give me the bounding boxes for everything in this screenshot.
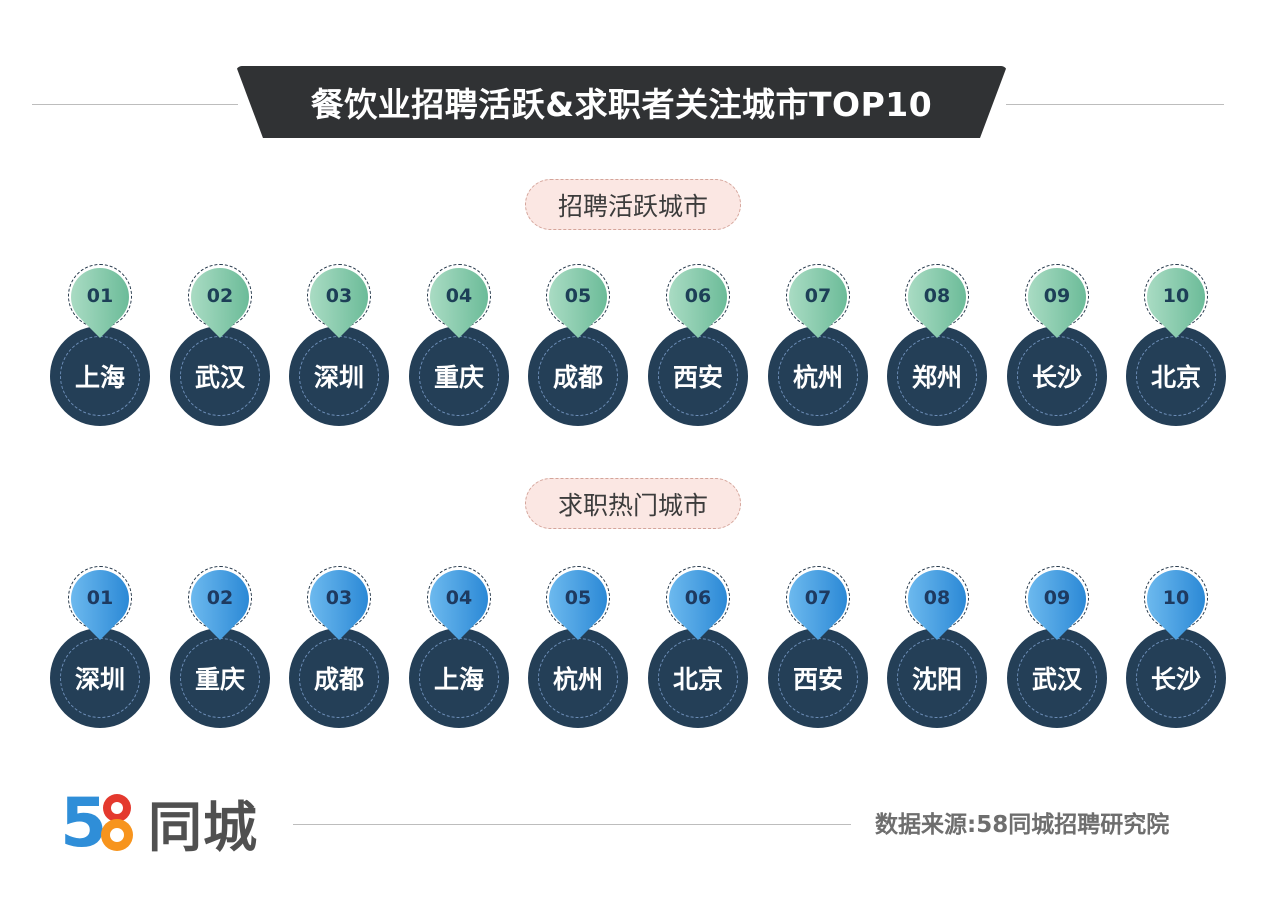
city-name: 沈阳	[911, 665, 962, 694]
city-rank: 02	[206, 285, 234, 307]
city-marker: 05 成都	[523, 255, 633, 429]
city-rank: 03	[325, 587, 353, 609]
city-marker: 04 重庆	[404, 255, 514, 429]
city-name: 上海	[74, 363, 125, 392]
city-marker: 07 西安	[763, 557, 873, 731]
city-marker: 01 上海	[45, 255, 155, 429]
city-name: 成都	[552, 363, 603, 392]
city-marker: 10 长沙	[1121, 557, 1231, 731]
city-name: 郑州	[911, 363, 962, 392]
city-rank: 03	[325, 285, 353, 307]
svg-text:5: 5	[60, 784, 107, 854]
city-name: 上海	[433, 665, 484, 694]
logo-text: 同城	[148, 796, 258, 859]
city-rank: 04	[445, 587, 473, 609]
city-rank: 08	[923, 285, 951, 307]
city-badge	[170, 628, 270, 728]
city-rank: 07	[804, 587, 832, 609]
city-name: 深圳	[313, 363, 364, 392]
city-rank: 10	[1162, 285, 1190, 307]
city-rank: 09	[1043, 587, 1071, 609]
title-rule-right	[1006, 104, 1224, 105]
city-marker: 04 上海	[404, 557, 514, 731]
city-marker: 03 成都	[284, 557, 394, 731]
city-rank: 08	[923, 587, 951, 609]
city-badge	[170, 326, 270, 426]
footer-rule	[293, 824, 851, 825]
city-name: 西安	[792, 665, 843, 694]
city-badge	[50, 326, 150, 426]
section-label-jobseeker: 求职热门城市	[525, 478, 741, 529]
logo-58-icon: 5	[60, 784, 133, 854]
city-badge	[648, 628, 748, 728]
data-source: 数据来源:58同城招聘研究院	[875, 812, 1170, 838]
city-name: 西安	[672, 363, 723, 392]
city-marker: 06 西安	[643, 255, 753, 429]
city-name: 武汉	[194, 363, 245, 392]
city-rank: 05	[564, 587, 592, 609]
city-name: 重庆	[194, 665, 245, 694]
city-rank: 01	[86, 587, 114, 609]
city-marker: 02 重庆	[165, 557, 275, 731]
city-badge	[50, 628, 150, 728]
city-rank: 04	[445, 285, 473, 307]
city-marker: 09 长沙	[1002, 255, 1112, 429]
city-rank: 09	[1043, 285, 1071, 307]
city-marker: 08 沈阳	[882, 557, 992, 731]
title-rule-left	[32, 104, 238, 105]
city-name: 长沙	[1150, 665, 1201, 694]
city-marker: 05 杭州	[523, 557, 633, 731]
page-title: 餐饮业招聘活跃&求职者关注城市TOP10	[310, 85, 933, 124]
city-rank: 02	[206, 587, 234, 609]
city-badge	[768, 628, 868, 728]
city-name: 北京	[672, 665, 723, 694]
city-badge	[289, 628, 389, 728]
city-marker: 08 郑州	[882, 255, 992, 429]
city-badge	[1126, 326, 1226, 426]
city-name: 杭州	[552, 665, 603, 694]
city-marker: 09 武汉	[1002, 557, 1112, 731]
title-banner: 餐饮业招聘活跃&求职者关注城市TOP10	[236, 66, 1007, 138]
city-badge	[887, 628, 987, 728]
city-rank: 06	[684, 285, 712, 307]
city-rank: 06	[684, 587, 712, 609]
city-rank: 05	[564, 285, 592, 307]
city-name: 重庆	[433, 363, 484, 392]
city-badge	[1126, 628, 1226, 728]
city-badge	[1007, 326, 1107, 426]
city-badge	[528, 326, 628, 426]
city-badge	[289, 326, 389, 426]
city-badge	[1007, 628, 1107, 728]
city-badge	[768, 326, 868, 426]
city-marker: 02 武汉	[165, 255, 275, 429]
city-badge	[528, 628, 628, 728]
city-marker: 07 杭州	[763, 255, 873, 429]
city-rank: 07	[804, 285, 832, 307]
city-rank: 01	[86, 285, 114, 307]
city-rank: 10	[1162, 587, 1190, 609]
city-marker: 10 北京	[1121, 255, 1231, 429]
section-label-recruiting: 招聘活跃城市	[525, 179, 741, 230]
city-name: 武汉	[1031, 665, 1082, 694]
city-badge	[409, 628, 509, 728]
city-marker: 01 深圳	[45, 557, 155, 731]
city-name: 成都	[313, 665, 364, 694]
city-name: 杭州	[792, 363, 843, 392]
city-name: 长沙	[1031, 363, 1082, 392]
city-name: 北京	[1150, 363, 1201, 392]
city-marker: 06 北京	[643, 557, 753, 731]
city-name: 深圳	[74, 665, 125, 694]
city-badge	[409, 326, 509, 426]
city-marker: 03 深圳	[284, 255, 394, 429]
